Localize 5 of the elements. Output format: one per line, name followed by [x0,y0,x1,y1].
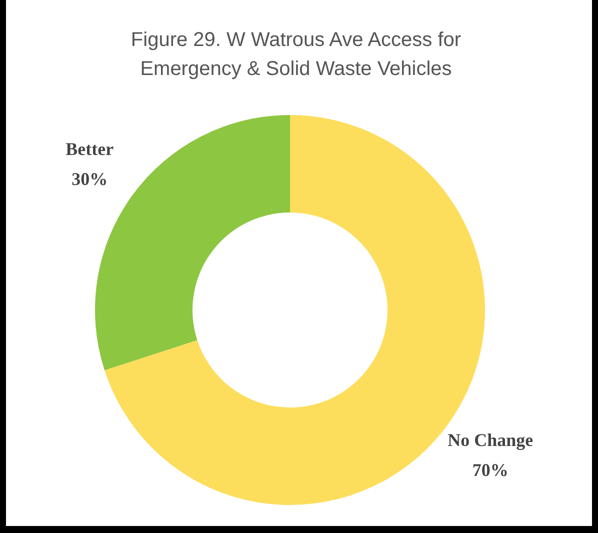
slice-label: No Change [448,430,534,450]
chart-title: Figure 29. W Watrous Ave Access for Emergency & Solid Waste Vehicles [130,28,462,82]
slice-label: Better [66,139,114,160]
data-label: 30% [72,169,108,190]
data-label: 70% [472,460,508,480]
